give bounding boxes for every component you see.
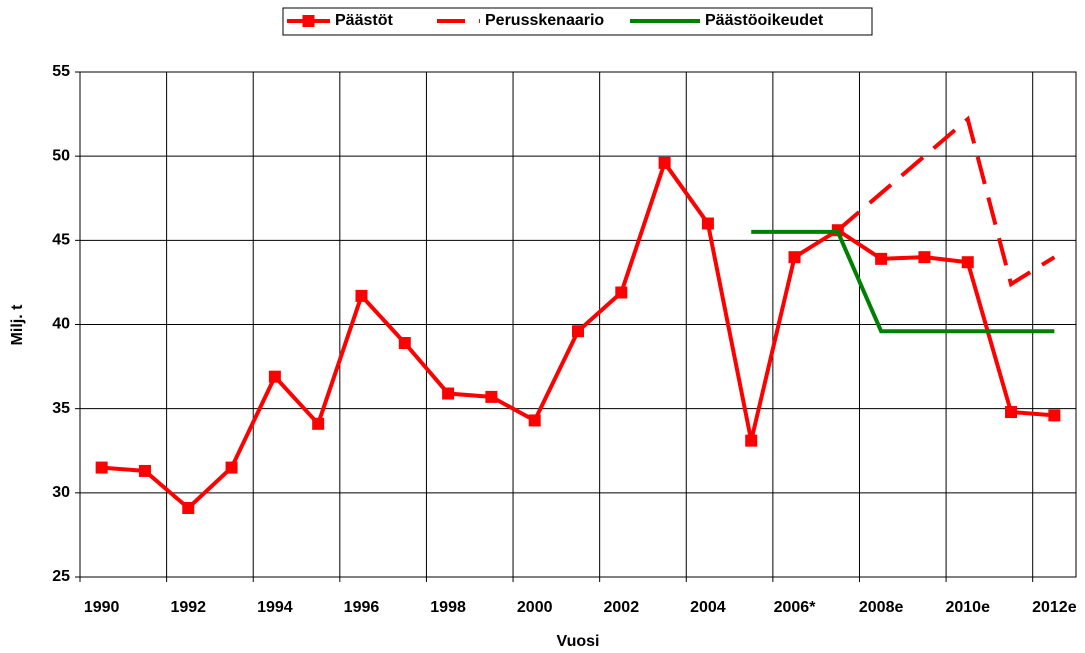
y-tick-label: 50: [52, 147, 70, 164]
marker: [225, 461, 238, 474]
marker: [312, 417, 325, 430]
marker: [961, 256, 974, 269]
legend-label: Perusskenaario: [485, 12, 604, 29]
marker: [572, 325, 584, 338]
marker: [268, 370, 281, 383]
x-tick-label: 1992: [170, 599, 206, 616]
x-tick-label: 1998: [430, 599, 466, 616]
marker: [1005, 406, 1018, 419]
x-tick-label: 2002: [604, 599, 640, 616]
legend-marker: [302, 15, 315, 27]
series-line: [751, 229, 1055, 334]
legend-box: [282, 7, 873, 36]
marker: [1048, 409, 1061, 422]
marker: [788, 251, 801, 264]
x-tick-label: 2000: [517, 599, 553, 616]
x-tick-label: 2006*: [774, 599, 817, 616]
marker: [398, 337, 411, 350]
x-tick-label: 2004: [690, 599, 726, 616]
x-tick-label: 1996: [344, 599, 380, 616]
x-tick-label: 2010e: [945, 599, 990, 616]
marker: [442, 387, 455, 400]
y-tick-label: 45: [52, 232, 70, 249]
marker: [658, 156, 671, 169]
x-axis-label: Vuosi: [557, 633, 600, 650]
marker: [182, 501, 195, 514]
y-tick-label: 30: [52, 484, 70, 501]
legend-label: Päästöt: [335, 12, 393, 29]
marker: [138, 464, 151, 477]
marker: [355, 289, 368, 302]
y-axis-label: Milj. t: [9, 304, 26, 346]
marker: [485, 390, 498, 403]
x-tick-label: 2008e: [859, 599, 904, 616]
y-tick-label: 35: [52, 400, 70, 417]
y-tick-label: 25: [52, 568, 70, 585]
x-tick-label: 1990: [84, 599, 120, 616]
x-tick-label: 2012e: [1032, 599, 1077, 616]
marker: [745, 434, 758, 447]
series-line: [836, 115, 1056, 288]
marker: [701, 217, 714, 230]
legend-label: Päästöoikeudet: [705, 12, 824, 29]
marker: [918, 251, 931, 264]
marker: [875, 252, 888, 265]
marker: [528, 414, 541, 427]
y-tick-label: 40: [52, 316, 70, 333]
x-tick-label: 1994: [257, 599, 293, 616]
y-tick-label: 55: [52, 63, 70, 80]
marker: [615, 286, 628, 299]
marker: [95, 461, 108, 474]
